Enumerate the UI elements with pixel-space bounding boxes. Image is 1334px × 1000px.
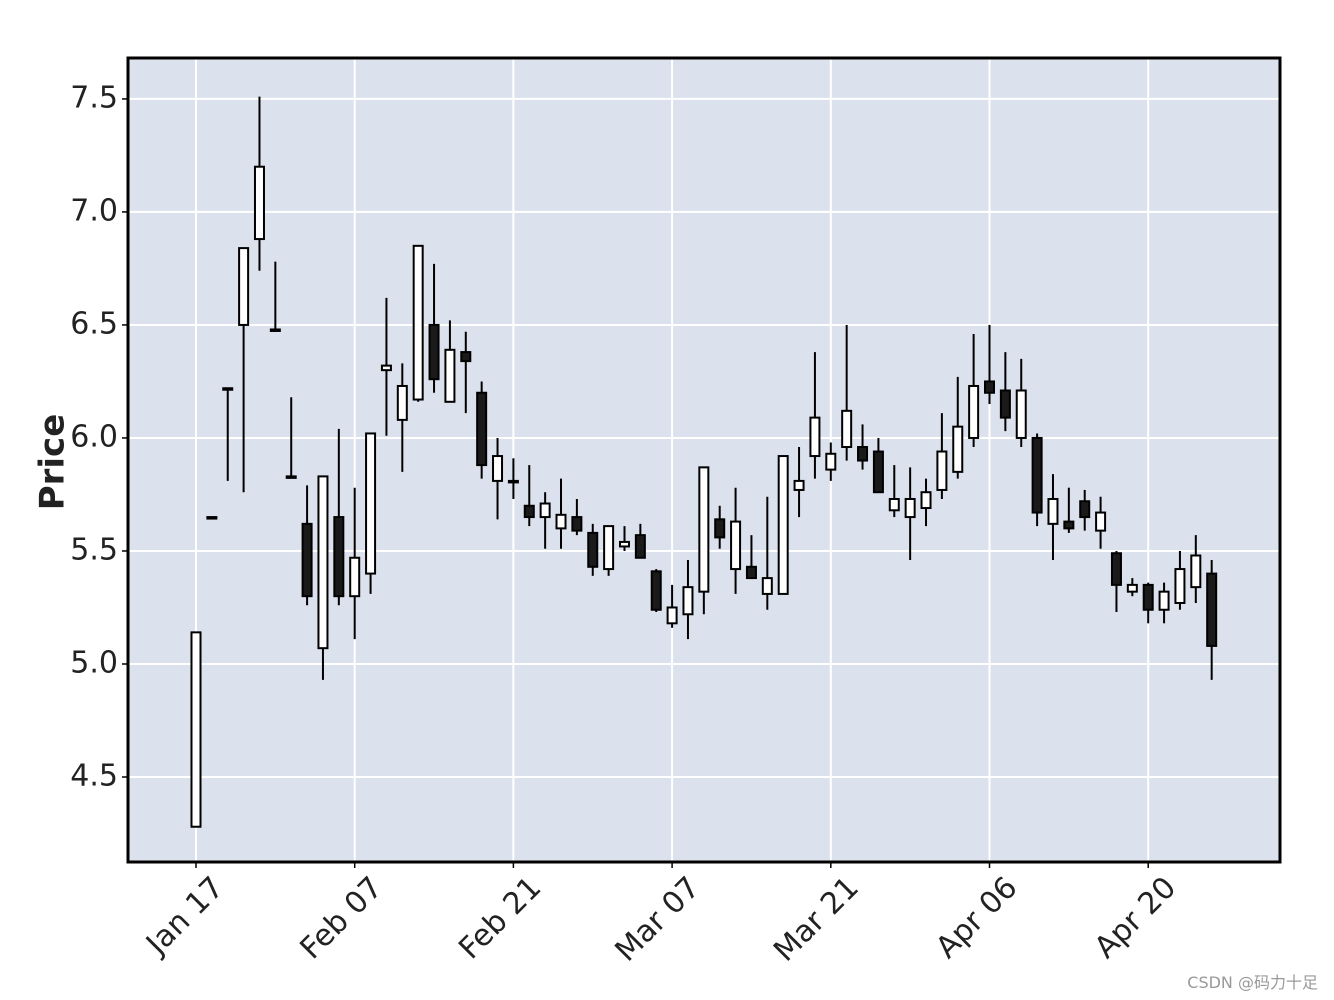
candle-body [1174, 568, 1186, 604]
candle-body [555, 513, 567, 530]
y-tick-label: 6.5 [70, 306, 118, 341]
candle-body [777, 455, 789, 595]
candle-body [682, 586, 694, 616]
candle-body [396, 384, 408, 421]
candle-body [984, 380, 995, 394]
candle-body [857, 446, 869, 462]
candle-body [587, 531, 599, 568]
candle-body [1063, 520, 1075, 530]
x-tick-label: Mar 07 [609, 870, 708, 969]
x-tick-label: Apr 06 [929, 870, 1024, 965]
candle-body [920, 491, 932, 510]
y-tick-label: 5.0 [70, 645, 118, 680]
candle-body [761, 577, 773, 595]
candle-body [238, 247, 250, 326]
candle-body [841, 409, 853, 449]
candle-body [1190, 554, 1202, 589]
candle-body [618, 540, 630, 548]
candle-body [1110, 552, 1122, 586]
candle-body [190, 631, 202, 828]
candle-body [1142, 583, 1154, 611]
candle-body [904, 497, 916, 519]
candle-body [349, 556, 361, 598]
candle-body [476, 391, 488, 467]
candle-body [1015, 389, 1027, 439]
watermark: CSDN @码力十足 [1187, 973, 1318, 992]
candle-body [285, 475, 297, 479]
candle-body [222, 387, 234, 391]
x-tick-label: Feb 21 [452, 870, 548, 966]
candle-body [539, 502, 551, 519]
candle-body [1206, 572, 1218, 647]
candle-body [999, 389, 1011, 419]
candle-body [412, 244, 424, 401]
x-tick-label: Feb 07 [294, 870, 390, 966]
y-tick-label: 7.5 [70, 80, 118, 115]
candle-body [1095, 511, 1107, 532]
candle-body [603, 525, 615, 571]
candle-body [253, 165, 265, 241]
candle-body [333, 516, 345, 598]
candle-body [317, 475, 329, 650]
candle-body [301, 522, 313, 598]
candle-body [1047, 497, 1059, 525]
candle-body [888, 497, 900, 512]
candle-body [745, 565, 757, 580]
y-tick-label: 7.0 [70, 193, 118, 228]
x-tick-label: Mar 21 [767, 870, 866, 969]
plot-frame [126, 56, 1282, 864]
candle-body [365, 432, 377, 575]
candle-body [634, 534, 646, 559]
candle-body [444, 348, 456, 403]
candle-body [650, 570, 662, 611]
candle-body [523, 504, 535, 519]
candle-body [968, 384, 980, 439]
candle-body [825, 452, 837, 471]
candle-body [269, 328, 281, 332]
candle-body [714, 518, 726, 539]
candle-body [793, 479, 805, 491]
candle-body [666, 606, 678, 625]
y-axis-label: Price [33, 414, 73, 511]
candle-body [872, 450, 884, 494]
x-tick-label: Apr 20 [1088, 870, 1183, 965]
candle-body [206, 516, 218, 520]
x-tick-label: Jan 17 [138, 870, 231, 963]
candle-body [492, 455, 504, 482]
candle-body [460, 351, 472, 363]
y-tick-label: 5.5 [70, 532, 118, 567]
candle-body [1126, 583, 1138, 593]
candle-body [809, 416, 821, 458]
y-tick-label: 6.0 [70, 419, 118, 454]
candle-body [1031, 436, 1043, 514]
candle-body [1158, 590, 1170, 611]
candle-body [380, 364, 392, 372]
candle-body [698, 466, 710, 593]
candle-body [952, 425, 964, 473]
candle-body [1079, 500, 1091, 519]
y-tick-label: 4.5 [70, 759, 118, 794]
candle-body [571, 516, 583, 532]
candle-body [936, 450, 948, 491]
plot-area [128, 58, 1280, 862]
candle-body [507, 479, 519, 484]
candle-body [428, 323, 440, 381]
candle-body [730, 520, 742, 571]
